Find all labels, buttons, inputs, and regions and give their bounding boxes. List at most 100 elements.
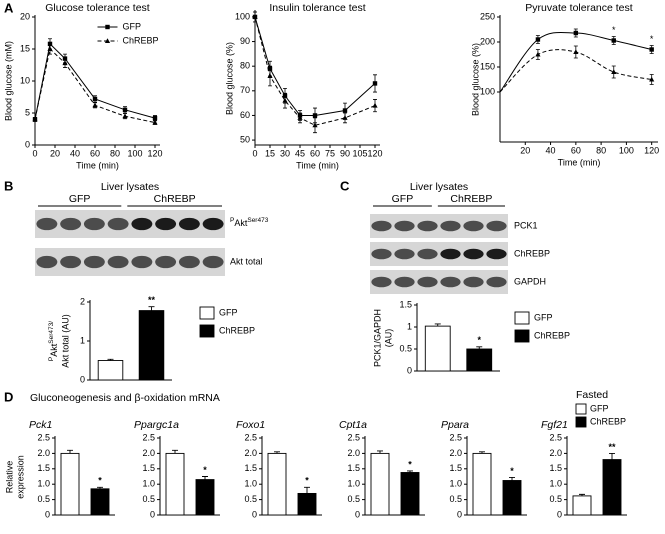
x-tick-label: 60 <box>571 145 581 155</box>
blot-band <box>202 217 224 231</box>
y-tick-label: 2.0 <box>449 448 462 458</box>
x-tick-label: 20 <box>520 145 530 155</box>
blot-label-part: P <box>230 217 234 224</box>
marker <box>342 115 348 120</box>
blot-band <box>463 276 484 288</box>
blot-header: Liver lysates <box>410 181 468 193</box>
y-tick-label: 2.5 <box>37 432 50 442</box>
legend-marker <box>105 24 110 30</box>
bar <box>267 452 287 516</box>
significance: ** <box>148 295 156 305</box>
legend-label: ChREBP <box>590 416 626 426</box>
chart-title: Cpt1a <box>339 419 367 431</box>
x-tick-label: 0 <box>252 148 257 158</box>
marker <box>535 37 541 42</box>
legend-label: GFP <box>590 403 609 413</box>
series-line <box>499 31 652 93</box>
x-tick-label: 30 <box>280 148 290 158</box>
error-bar <box>609 452 615 460</box>
x-tick-label: 90 <box>340 148 350 158</box>
y-tick-label: 60 <box>240 110 250 120</box>
series-line <box>34 48 156 124</box>
blot-band <box>486 276 507 288</box>
y-tick-label: 2.5 <box>549 432 562 442</box>
y-tick-label: 1.0 <box>549 479 562 489</box>
bar <box>400 472 420 516</box>
bar <box>138 310 165 381</box>
legend-marker <box>104 38 111 43</box>
blot-band <box>202 255 224 269</box>
marker <box>342 108 348 113</box>
y-axis-label: expression <box>15 455 25 499</box>
significance: * <box>98 476 102 486</box>
y-tick-label: 0 <box>407 365 412 375</box>
blot-band <box>155 217 177 231</box>
panel-letter: A <box>4 0 14 15</box>
legend-swatch <box>514 329 530 343</box>
x-tick-label: 105 <box>352 148 367 158</box>
x-tick-label: 0 <box>32 148 37 158</box>
marker <box>267 73 273 79</box>
blot-band <box>83 255 105 269</box>
bar <box>424 325 451 372</box>
x-tick-label: 100 <box>127 148 142 158</box>
bar <box>97 360 124 381</box>
blot-band <box>440 248 461 260</box>
marker <box>252 14 258 19</box>
y-axis-label: Blood glucose (mM) <box>3 41 13 121</box>
significance: * <box>510 466 514 476</box>
blot-group: ChREBP <box>450 193 492 205</box>
y-tick-label: 1.5 <box>142 463 155 473</box>
bar <box>90 488 110 516</box>
blot-band <box>107 217 129 231</box>
significance: * <box>612 25 616 35</box>
chart-title: Foxo1 <box>236 419 265 431</box>
marker <box>92 102 98 108</box>
blot-band <box>131 255 153 269</box>
x-tick-label: 80 <box>596 145 606 155</box>
legend-swatch <box>575 416 587 428</box>
marker <box>649 47 654 52</box>
y-tick-label: 1.0 <box>37 479 50 489</box>
marker <box>32 116 38 122</box>
legend-label: ChREBP <box>534 330 570 340</box>
y-tick-label: 0.5 <box>37 494 50 504</box>
y-axis-label: Blood glucose (%) <box>470 43 480 116</box>
y-tick-label: 1.5 <box>347 463 360 473</box>
blot-band <box>371 248 392 260</box>
y-tick-label: 50 <box>240 134 250 144</box>
y-tick-label: 1.5 <box>449 463 462 473</box>
x-tick-label: 120 <box>147 148 162 158</box>
blot-group: GFP <box>69 193 91 205</box>
bar <box>572 495 592 516</box>
panel-letter: D <box>4 389 13 404</box>
significance: * <box>203 465 207 475</box>
blot-band <box>178 255 200 269</box>
x-tick-label: 20 <box>50 148 60 158</box>
blot-band <box>394 220 415 232</box>
y-tick-label: 2.0 <box>347 448 360 458</box>
y-tick-label: 2.0 <box>37 448 50 458</box>
y-tick-label: 0 <box>557 509 562 519</box>
y-tick-label: 0.5 <box>142 494 155 504</box>
blot-band <box>107 255 129 269</box>
error-bar <box>304 486 310 494</box>
blot-membrane <box>370 214 508 238</box>
y-tick-label: 0 <box>252 509 257 519</box>
y-tick-label: 2.5 <box>244 432 257 442</box>
x-tick-label: 120 <box>367 148 382 158</box>
marker <box>152 119 158 125</box>
marker <box>611 38 616 43</box>
y-tick-label: 1.0 <box>449 479 462 489</box>
series-line <box>34 42 156 120</box>
x-tick-label: 45 <box>295 148 305 158</box>
marker <box>122 113 128 119</box>
bar <box>502 480 522 516</box>
blot-label: Akt total <box>230 256 263 266</box>
legend-label: ChREBP <box>123 35 159 45</box>
x-tick-label: 100 <box>619 145 634 155</box>
chart-title: Ppara <box>441 419 469 431</box>
marker <box>282 97 288 103</box>
chart-title: Insulin tolerance test <box>269 2 365 14</box>
y-axis-label: Blood glucose (%) <box>224 42 234 115</box>
